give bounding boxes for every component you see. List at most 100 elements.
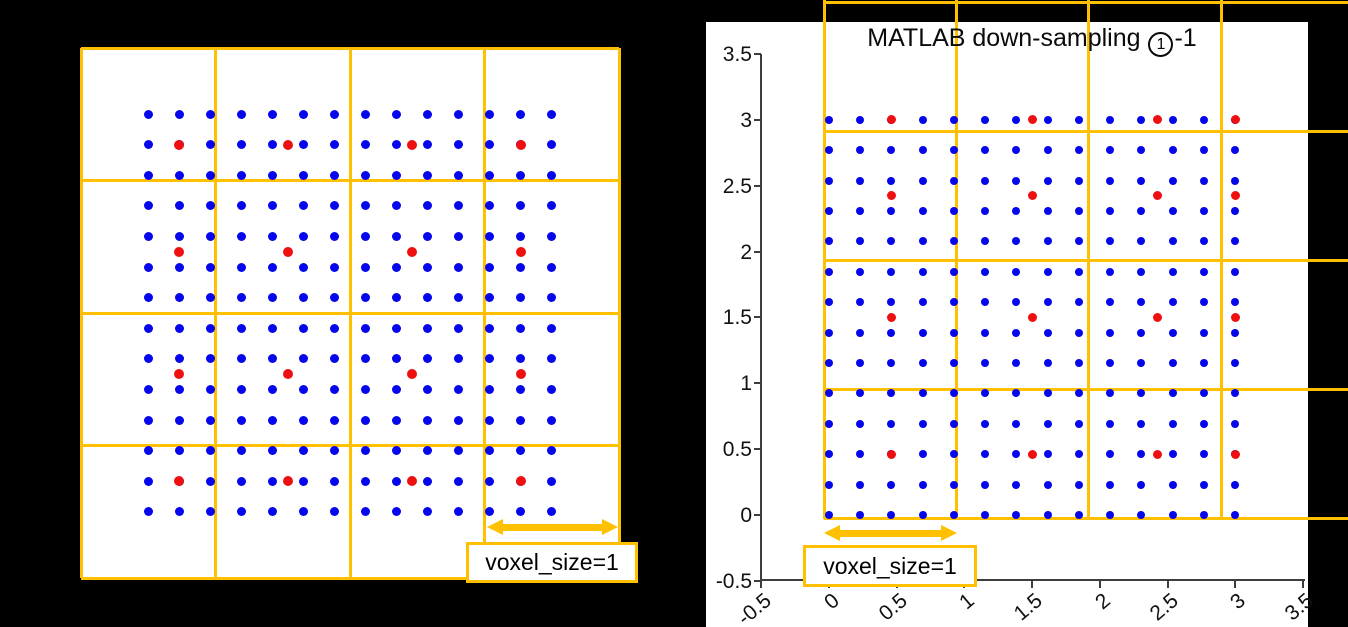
point [1012, 176, 1021, 185]
y-tick-mark [754, 382, 761, 385]
centroid-point [1230, 191, 1240, 201]
point [856, 267, 865, 276]
centroid-point [1027, 191, 1037, 201]
point [205, 262, 215, 272]
plot-title: MATLAB down-sampling 1 -1 [762, 24, 1302, 57]
left-voxel-size-arrow [487, 519, 618, 536]
point [918, 511, 927, 519]
y-tick-label: 1.5 [722, 306, 752, 330]
point [1106, 359, 1115, 368]
point [547, 446, 557, 456]
point [205, 140, 215, 150]
point [1199, 298, 1208, 307]
point [1043, 450, 1052, 459]
point [1106, 207, 1115, 216]
point [1012, 419, 1021, 428]
point [205, 476, 215, 486]
point [1137, 328, 1146, 337]
y-tick-mark [754, 448, 761, 451]
point [361, 262, 371, 272]
point [918, 480, 927, 489]
voxel-grid-line [81, 576, 619, 580]
point [329, 232, 339, 242]
point [392, 109, 402, 119]
point [1168, 419, 1177, 428]
point [1106, 146, 1115, 155]
point [236, 293, 246, 303]
centroid-point [282, 369, 293, 380]
point [392, 262, 402, 272]
point [825, 511, 833, 519]
voxel-grid-line [824, 517, 1348, 521]
arrow-shaft [837, 530, 944, 537]
point [1168, 389, 1177, 398]
point [1168, 328, 1177, 337]
point [918, 176, 927, 185]
point [143, 140, 153, 150]
point [1199, 359, 1208, 368]
point [1106, 328, 1115, 337]
point [1231, 359, 1240, 368]
point [825, 207, 833, 216]
plot-title-suffix: -1 [1174, 24, 1197, 52]
y-tick-label: 2.5 [722, 174, 752, 198]
point [361, 109, 371, 119]
point [361, 170, 371, 180]
voxel-grid-line [81, 46, 619, 50]
point [887, 237, 896, 246]
point [485, 140, 495, 150]
point [918, 328, 927, 337]
arrow-left-head-icon [824, 525, 840, 541]
arrow-shaft [500, 524, 605, 531]
point [423, 507, 433, 517]
point [918, 146, 927, 155]
point [918, 450, 927, 459]
point [949, 115, 958, 124]
point [298, 446, 308, 456]
right-voxel-size-label: voxel_size=1 [803, 545, 977, 587]
point [1231, 419, 1240, 428]
point [547, 262, 557, 272]
point [887, 267, 896, 276]
y-tick-label: 2 [740, 240, 752, 264]
point [1137, 267, 1146, 276]
point [547, 140, 557, 150]
point [485, 170, 495, 180]
point [516, 262, 526, 272]
point [205, 354, 215, 364]
point [1043, 389, 1052, 398]
point [454, 446, 464, 456]
point [298, 293, 308, 303]
point [1137, 115, 1146, 124]
centroid-point [886, 115, 896, 125]
point [143, 384, 153, 394]
point [392, 293, 402, 303]
point [329, 384, 339, 394]
point [329, 354, 339, 364]
point [825, 176, 833, 185]
point [1137, 450, 1146, 459]
point [1231, 176, 1240, 185]
point [825, 115, 833, 124]
point [1231, 328, 1240, 337]
point [949, 267, 958, 276]
point [1106, 115, 1115, 124]
point [981, 267, 990, 276]
centroid-point [515, 246, 526, 257]
point [267, 293, 277, 303]
point [1199, 146, 1208, 155]
x-tick-mark [1166, 581, 1169, 588]
point [856, 146, 865, 155]
point [1137, 146, 1146, 155]
point [1043, 207, 1052, 216]
point [949, 511, 958, 519]
point [236, 232, 246, 242]
point [825, 419, 833, 428]
point [298, 354, 308, 364]
point [856, 480, 865, 489]
point [949, 359, 958, 368]
point [392, 170, 402, 180]
point [329, 262, 339, 272]
point [1168, 267, 1177, 276]
point [981, 115, 990, 124]
